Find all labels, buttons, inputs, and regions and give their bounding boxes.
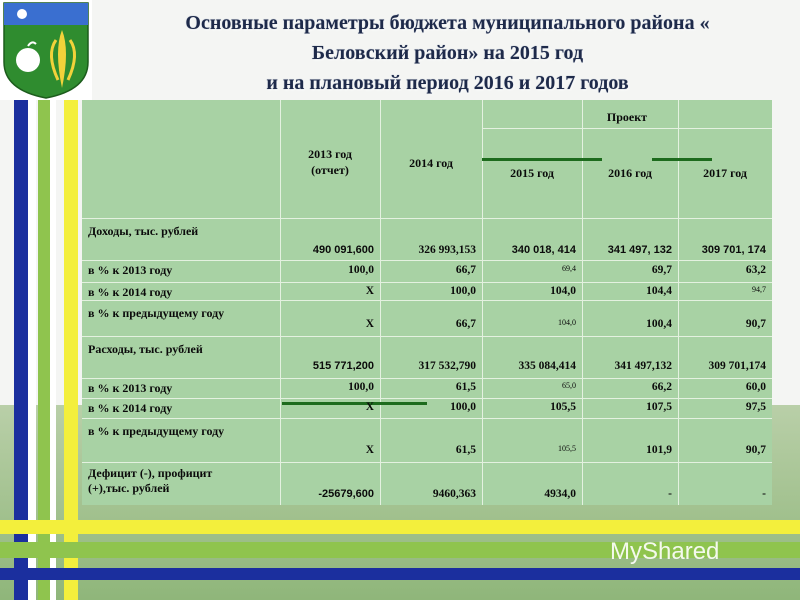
row-label: в % к предыдущему году <box>88 306 225 320</box>
page-title: Основные параметры бюджета муниципальног… <box>95 8 800 98</box>
table-hline <box>82 218 772 219</box>
table-cell-value: Х <box>365 444 374 456</box>
title-line-2: Беловский район» на 2015 год <box>311 42 584 64</box>
table-cell-value: 105,5 <box>550 401 576 413</box>
table-hline <box>82 378 772 379</box>
table-cell-value: 65,0 <box>562 381 576 390</box>
row-label: в % к 2014 году <box>88 401 173 415</box>
table-cell-value: 66,7 <box>455 264 476 276</box>
table-hline <box>82 300 772 301</box>
table-cell-value: 100,0 <box>348 264 374 276</box>
accent-line <box>652 158 712 161</box>
coat-of-arms-icon <box>0 0 92 100</box>
table-hline <box>82 462 772 463</box>
table-vline <box>280 100 281 505</box>
table-hline <box>82 418 772 419</box>
table-cell-value: 105,5 <box>558 444 576 453</box>
table-cell-value: 104,0 <box>550 285 576 297</box>
table-hline <box>82 336 772 337</box>
header-2016: 2016 год <box>608 166 652 180</box>
watermark: MyShared <box>610 538 720 565</box>
table-cell-value: Х <box>365 285 374 297</box>
budget-table: 2013 год (отчет) 2014 год Проект 2015 год 20… <box>82 100 772 505</box>
table-cell-value: 100,0 <box>348 381 374 393</box>
table-cell-value: 104,0 <box>558 318 576 327</box>
table-cell-value: -25679,600 <box>318 488 374 500</box>
table-vline <box>380 100 381 505</box>
table-cell-value: 341 497, 132 <box>607 244 672 256</box>
table-cell-value: 309 701, 174 <box>701 244 766 256</box>
table-cell-value: 515 771,200 <box>312 360 374 372</box>
row-label: Расходы, тыс. рублей <box>88 342 203 356</box>
table-cell-value: 90,7 <box>745 318 766 330</box>
table-cell-value: 97,5 <box>745 401 766 413</box>
header-2014: 2014 год <box>409 156 453 170</box>
row-label: в % к 2013 году <box>88 381 173 395</box>
accent-line <box>482 158 602 161</box>
table-cell-value: 9460,363 <box>432 488 476 500</box>
table-cell-value: 335 084,414 <box>518 360 577 372</box>
table-cell-value: 341 497,132 <box>614 360 673 372</box>
table-cell-value: 100,4 <box>646 318 672 330</box>
title-line-1: Основные параметры бюджета муниципальног… <box>185 12 710 34</box>
header-2017: 2017 год <box>703 166 747 180</box>
accent-line <box>282 402 427 405</box>
table-cell-value: 63,2 <box>745 264 766 276</box>
table-cell-value: 69,4 <box>562 264 576 273</box>
table-cell-value: 340 018, 414 <box>511 244 576 256</box>
table-vline <box>582 100 583 505</box>
table-cell-value: 60,0 <box>745 381 766 393</box>
table-hline <box>82 398 772 399</box>
table-cell-value: 309 701,174 <box>708 360 767 372</box>
band-green <box>0 542 800 558</box>
table-cell-value: 104,4 <box>646 285 672 297</box>
table-hline <box>82 282 772 283</box>
stripe-white <box>28 100 36 600</box>
table-cell-value: 61,5 <box>455 444 476 456</box>
table-cell-value: 4934,0 <box>544 488 576 500</box>
stripe-yellow <box>64 100 78 600</box>
band-yellow <box>0 520 800 534</box>
title-line-3: и на плановый период 2016 и 2017 годов <box>266 72 629 94</box>
header-2013: 2013 год (отчет) <box>308 147 352 177</box>
table-cell-value: 490 091,600 <box>312 244 374 256</box>
table-cell-value: 100,0 <box>450 285 476 297</box>
stripe-blue <box>14 100 28 600</box>
stripe-green <box>38 100 50 600</box>
table-cell-value: 90,7 <box>745 444 766 456</box>
row-label: Доходы, тыс. рублей <box>88 224 199 238</box>
table-cell-value: 107,5 <box>646 401 672 413</box>
header-2015: 2015 год <box>510 166 554 180</box>
row-label: в % к предыдущему году <box>88 424 225 438</box>
table-cell-value: Х <box>365 401 374 413</box>
table-cell-value: 66,2 <box>651 381 672 393</box>
table-cell-value: 66,7 <box>455 318 476 330</box>
table-cell-value: - <box>668 488 672 500</box>
row-label: в % к 2014 году <box>88 285 173 299</box>
table-cell-value: 94,7 <box>752 285 766 294</box>
table-cell-value: 69,7 <box>651 264 672 276</box>
table-cell-value: Х <box>365 318 374 330</box>
table-cell-value: 326 993,153 <box>418 244 477 256</box>
table-cell-value: 317 532,790 <box>418 360 477 372</box>
header-project: Проект <box>606 110 648 124</box>
table-vline <box>678 100 679 505</box>
table-hline <box>482 128 772 129</box>
table-vline <box>482 100 483 505</box>
table-cell-value: - <box>762 488 766 500</box>
stripe-white-2 <box>50 100 56 600</box>
row-label: Дефицит (-), профицит (+),тыс. рублей <box>88 466 213 495</box>
table-hline <box>82 260 772 261</box>
table-cell-value: 101,9 <box>646 444 672 456</box>
table-cell-value: 100,0 <box>450 401 476 413</box>
row-label: в % к 2013 году <box>88 263 173 277</box>
table-cell-value: 61,5 <box>455 381 476 393</box>
band-blue <box>0 568 800 580</box>
